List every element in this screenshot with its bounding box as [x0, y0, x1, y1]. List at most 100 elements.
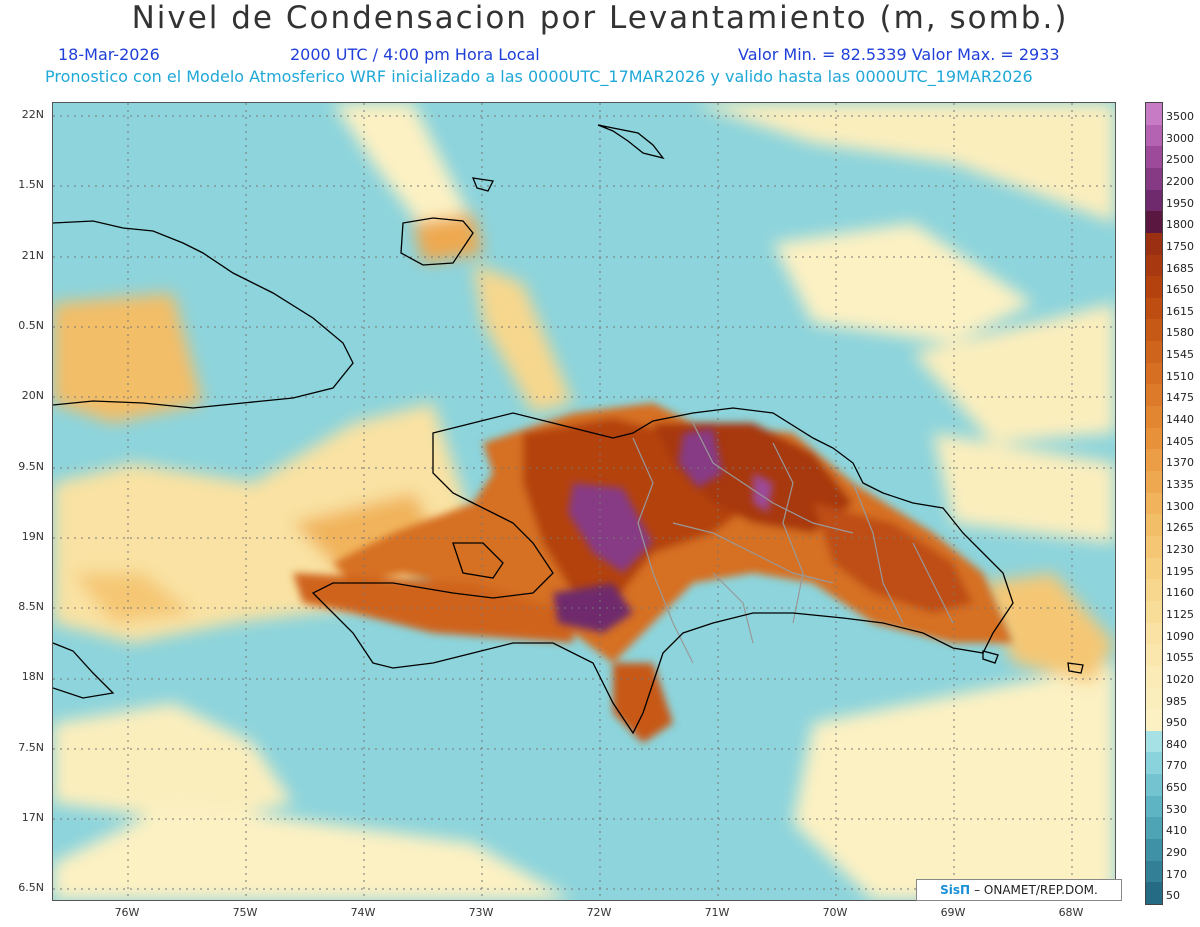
legend-label: 1020 — [1166, 672, 1194, 686]
legend-swatch — [1146, 622, 1162, 645]
valid-date: 18-Mar-2026 — [58, 45, 160, 64]
legend-label: 170 — [1166, 867, 1187, 881]
legend-swatch — [1146, 600, 1162, 623]
legend-label: 1800 — [1166, 218, 1194, 232]
legend-swatch — [1146, 774, 1162, 797]
legend-swatch — [1146, 341, 1162, 364]
lon-label: 68W — [1058, 906, 1084, 919]
legend-label: 1580 — [1166, 326, 1194, 340]
legend-label: 1370 — [1166, 456, 1194, 470]
legend-label: 770 — [1166, 759, 1187, 773]
field-low-cloudbase — [53, 103, 1115, 900]
legend-swatch — [1146, 752, 1162, 775]
lat-label: 18N — [21, 670, 44, 684]
legend-label: 1125 — [1166, 607, 1194, 621]
legend-label: 290 — [1166, 846, 1187, 860]
legend-swatch — [1146, 146, 1162, 169]
lat-label: 0.5N — [18, 318, 44, 332]
credit-text: – ONAMET/REP.DOM. — [974, 883, 1098, 897]
legend-swatch — [1146, 644, 1162, 667]
lat-label: 19N — [21, 529, 44, 543]
legend-label: 50 — [1166, 889, 1180, 903]
legend-swatch — [1146, 730, 1162, 753]
legend-label: 1545 — [1166, 348, 1194, 362]
lon-label: 76W — [114, 906, 140, 919]
map-panel — [52, 102, 1116, 901]
legend-swatch — [1146, 297, 1162, 320]
legend-label: 650 — [1166, 781, 1187, 795]
legend-swatch — [1146, 384, 1162, 407]
legend-label: 950 — [1166, 716, 1187, 730]
legend-label: 1300 — [1166, 499, 1194, 513]
sispi-logo: SisΠ — [940, 883, 971, 897]
color-legend — [1145, 102, 1163, 905]
legend-swatch — [1146, 189, 1162, 212]
credit-box: SisΠ – ONAMET/REP.DOM. — [916, 879, 1122, 901]
legend-label: 1685 — [1166, 261, 1194, 275]
lon-label: 72W — [586, 906, 612, 919]
value-range: Valor Min. = 82.5339 Valor Max. = 2933 — [738, 45, 1060, 64]
legend-label: 1950 — [1166, 196, 1194, 210]
legend-swatch — [1146, 471, 1162, 494]
legend-swatch — [1146, 817, 1162, 840]
legend-label: 2200 — [1166, 174, 1194, 188]
lat-label: 20N — [21, 389, 44, 403]
legend-label: 1750 — [1166, 239, 1194, 253]
legend-swatch — [1146, 406, 1162, 429]
lat-label: 22N — [21, 108, 44, 121]
legend-swatch — [1146, 557, 1162, 580]
lon-label: 73W — [468, 906, 494, 919]
legend-label: 3000 — [1166, 131, 1194, 145]
valid-time: 2000 UTC / 4:00 pm Hora Local — [290, 45, 540, 64]
legend-swatch — [1146, 232, 1162, 255]
legend-swatch — [1146, 687, 1162, 710]
legend-swatch — [1146, 579, 1162, 602]
lat-label: 21N — [21, 248, 44, 262]
legend-label: 1090 — [1166, 629, 1194, 643]
legend-swatch — [1146, 535, 1162, 558]
legend-label: 985 — [1166, 694, 1187, 708]
legend-swatch — [1146, 709, 1162, 732]
legend-swatch — [1146, 860, 1162, 883]
legend-label: 1510 — [1166, 369, 1194, 383]
legend-label: 410 — [1166, 824, 1187, 838]
legend-label: 1265 — [1166, 521, 1194, 535]
legend-swatch — [1146, 319, 1162, 342]
lat-label: 9.5N — [18, 459, 44, 473]
lon-label: 75W — [232, 906, 258, 919]
legend-label: 1615 — [1166, 304, 1194, 318]
grid-lines — [53, 103, 1115, 900]
lat-label: 7.5N — [18, 740, 44, 754]
legend-swatch — [1146, 492, 1162, 515]
lat-label: 17N — [21, 811, 44, 824]
legend-label: 530 — [1166, 802, 1187, 816]
legend-swatch — [1146, 167, 1162, 190]
forecast-info: Pronostico con el Modelo Atmosferico WRF… — [45, 67, 1033, 86]
legend-swatch — [1146, 514, 1162, 537]
legend-swatch — [1146, 665, 1162, 688]
legend-label: 2500 — [1166, 153, 1194, 167]
legend-swatch — [1146, 427, 1162, 450]
legend-swatch — [1146, 795, 1162, 818]
legend-label: 1160 — [1166, 586, 1194, 600]
legend-swatch — [1146, 211, 1162, 234]
lon-label: 69W — [940, 906, 966, 919]
condensation-level-map — [53, 103, 1115, 900]
legend-swatch — [1146, 449, 1162, 472]
lat-label: 1.5N — [18, 178, 44, 192]
map-title: Nivel de Condensacion por Levantamiento … — [131, 0, 1069, 36]
legend-label: 1650 — [1166, 283, 1194, 297]
lon-label: 74W — [350, 906, 376, 919]
legend-label: 1440 — [1166, 413, 1194, 427]
legend-label: 1475 — [1166, 391, 1194, 405]
legend-label: 1230 — [1166, 542, 1194, 556]
lon-label: 71W — [704, 906, 730, 919]
legend-label: 840 — [1166, 737, 1187, 751]
lat-label: 6.5N — [18, 881, 44, 895]
legend-swatch — [1146, 124, 1162, 147]
legend-label: 3500 — [1166, 110, 1194, 123]
legend-swatch — [1146, 254, 1162, 277]
coastlines — [53, 124, 1084, 735]
legend-label: 1405 — [1166, 434, 1194, 448]
legend-swatch — [1146, 882, 1162, 905]
